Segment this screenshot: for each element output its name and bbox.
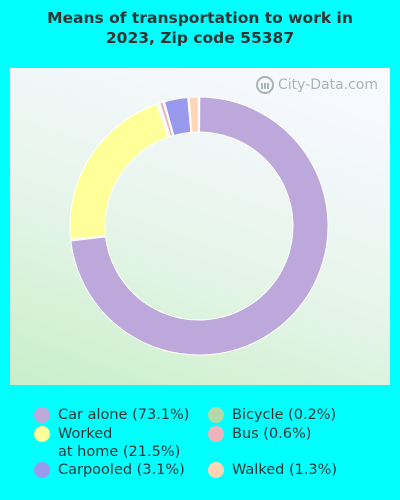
legend-swatch [208,407,224,423]
watermark: City-Data.com [255,76,378,94]
legend-label: Car alone (73.1%) [58,407,190,423]
legend-label: Bus (0.6%) [232,426,312,442]
donut-chart [69,96,329,356]
legend-item-worked-at-home: Worked at home (21.5%) [34,425,180,461]
legend-swatch [34,407,50,423]
legend-label: Walked (1.3%) [232,462,338,478]
legend-swatch [208,462,224,478]
legend-swatch [34,462,50,478]
donut-slice-worked-at-home [69,103,169,240]
legend-swatch [34,426,50,442]
watermark-text: City-Data.com [277,77,378,93]
chart-title-line-2: 2023, Zip code 55387 [105,29,295,47]
chart-panel: City-Data.com [10,68,390,385]
legend-item-carpooled: Carpooled (3.1%) [34,461,185,479]
donut-slice-bus [159,101,174,138]
chart-title: Means of transportation to work in 2023,… [0,8,400,48]
city-data-logo-icon [255,76,274,94]
donut-slice-car-alone [70,96,329,356]
chart-legend: Car alone (73.1%) Worked at home (21.5%)… [0,398,400,498]
legend-label: Worked at home (21.5%) [58,426,181,460]
legend-label: Bicycle (0.2%) [232,407,337,423]
donut-slice-walked [188,96,199,133]
legend-item-bus: Bus (0.6%) [208,425,311,443]
chart-title-line-1: Means of transportation to work in [47,9,353,27]
donut-slice-carpooled [163,96,192,137]
legend-label: Carpooled (3.1%) [58,462,185,478]
donut-slice-bicycle [157,102,170,138]
legend-swatch [208,426,224,442]
legend-item-car-alone: Car alone (73.1%) [34,406,189,424]
legend-item-bicycle: Bicycle (0.2%) [208,406,336,424]
legend-item-walked: Walked (1.3%) [208,461,337,479]
